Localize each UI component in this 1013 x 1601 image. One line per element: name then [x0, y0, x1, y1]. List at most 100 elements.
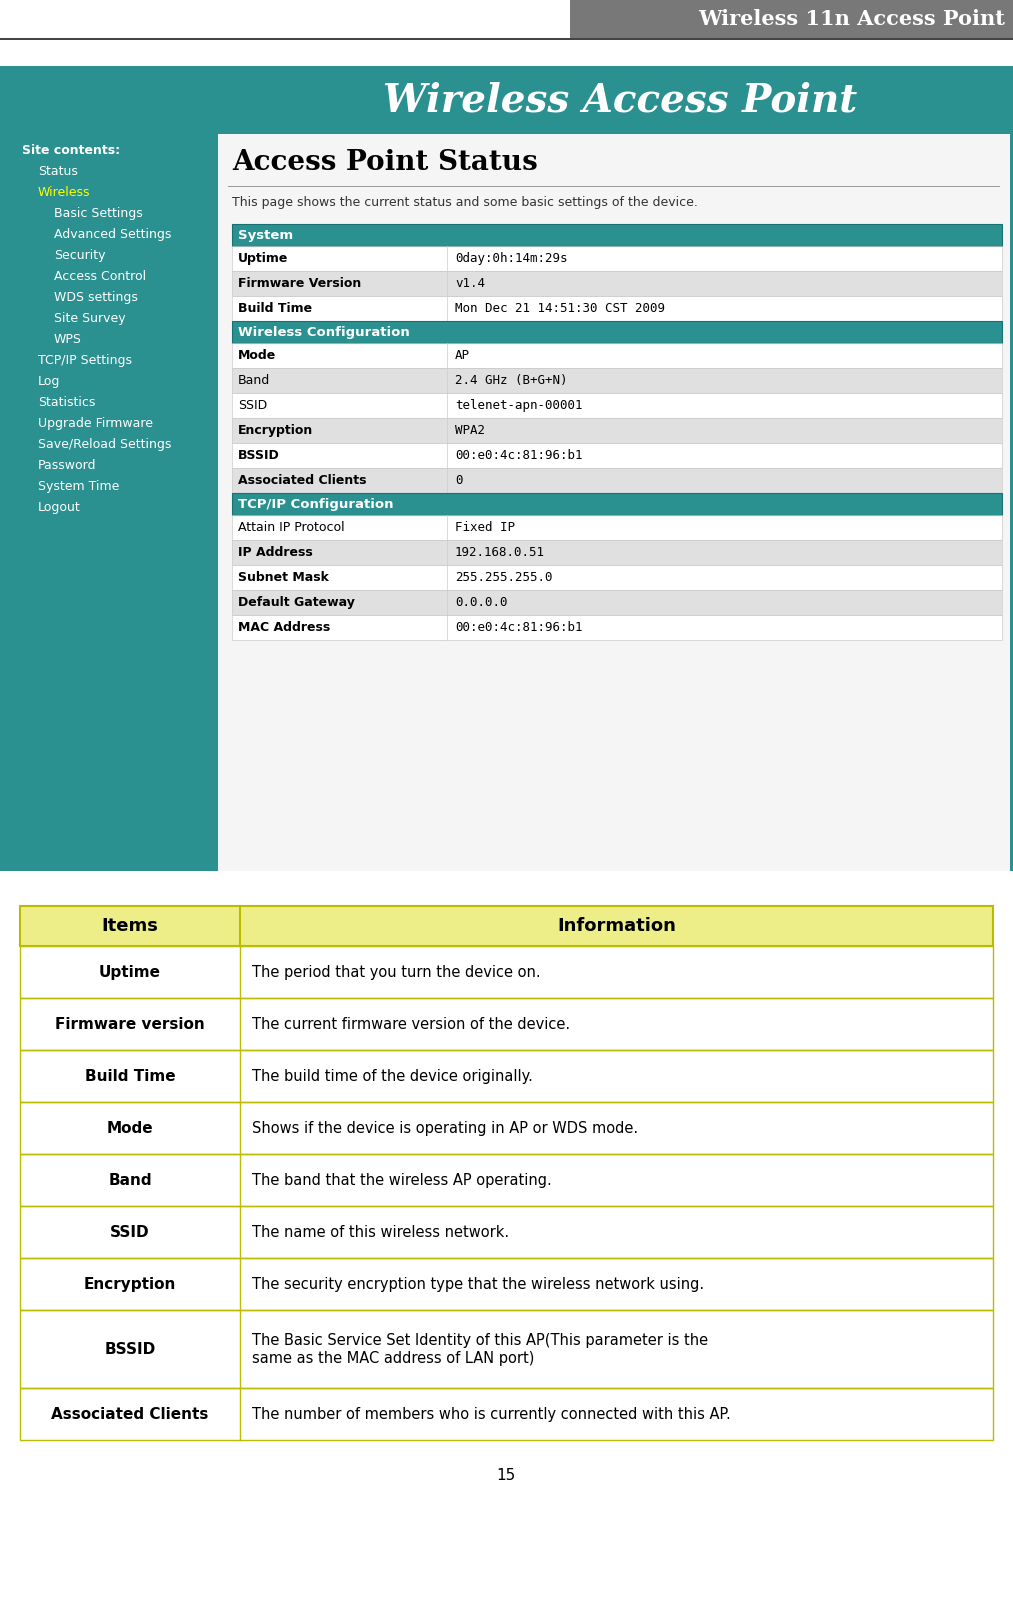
Bar [20, 1388, 993, 1439]
Text: Encryption: Encryption [238, 424, 313, 437]
Bar [232, 271, 1002, 296]
Bar [20, 1310, 993, 1388]
Text: TCP/IP Configuration: TCP/IP Configuration [238, 498, 393, 511]
Text: The band that the wireless AP operating.: The band that the wireless AP operating. [252, 1172, 552, 1188]
Text: 00:e0:4c:81:96:b1: 00:e0:4c:81:96:b1 [455, 448, 582, 463]
Text: BSSID: BSSID [104, 1342, 156, 1356]
Text: WPS: WPS [54, 333, 82, 346]
Bar [232, 343, 1002, 368]
Bar [232, 615, 1002, 640]
Bar [20, 1101, 993, 1154]
Text: 192.168.0.51: 192.168.0.51 [455, 546, 545, 559]
Text: The security encryption type that the wireless network using.: The security encryption type that the wi… [252, 1276, 704, 1292]
Text: Information: Information [557, 917, 676, 935]
Text: Log: Log [38, 375, 61, 387]
Bar [232, 467, 1002, 493]
Bar [232, 591, 1002, 615]
Text: The period that you turn the device on.: The period that you turn the device on. [252, 964, 541, 980]
Text: Subnet Mask: Subnet Mask [238, 572, 329, 584]
Bar [232, 392, 1002, 418]
Text: Default Gateway: Default Gateway [238, 596, 355, 608]
Bar [232, 368, 1002, 392]
Text: The number of members who is currently connected with this AP.: The number of members who is currently c… [252, 1407, 730, 1422]
Text: MAC Address: MAC Address [238, 621, 330, 634]
Text: WPA2: WPA2 [455, 424, 485, 437]
Bar [20, 1388, 993, 1439]
Bar [20, 1050, 993, 1101]
Text: Statistics: Statistics [38, 395, 95, 408]
Text: 00:e0:4c:81:96:b1: 00:e0:4c:81:96:b1 [455, 621, 582, 634]
Text: AP: AP [455, 349, 470, 362]
Bar [0, 66, 1013, 871]
Bar [232, 443, 1002, 467]
Text: Build Time: Build Time [238, 303, 312, 315]
Bar [232, 565, 1002, 591]
Bar [232, 368, 1002, 392]
Text: same as the MAC address of LAN port): same as the MAC address of LAN port) [252, 1351, 535, 1366]
Text: Advanced Settings: Advanced Settings [54, 227, 171, 240]
Text: Firmware Version: Firmware Version [238, 277, 362, 290]
Bar [20, 1050, 993, 1101]
Bar [232, 493, 1002, 516]
Bar [0, 66, 1013, 134]
Bar [20, 1154, 993, 1206]
Bar [232, 224, 1002, 247]
Text: Uptime: Uptime [238, 251, 289, 266]
Text: 0.0.0.0: 0.0.0.0 [455, 596, 508, 608]
Bar [220, 134, 1010, 871]
Bar [232, 247, 1002, 271]
Bar [232, 418, 1002, 443]
Text: The build time of the device originally.: The build time of the device originally. [252, 1068, 533, 1084]
Text: Wireless Access Point: Wireless Access Point [383, 82, 857, 118]
Text: Status: Status [38, 165, 78, 178]
Text: 0: 0 [455, 474, 463, 487]
Text: Logout: Logout [38, 501, 81, 514]
Text: The current firmware version of the device.: The current firmware version of the devi… [252, 1017, 570, 1031]
Bar [0, 0, 570, 38]
Bar [232, 296, 1002, 320]
Text: The Basic Service Set Identity of this AP(This parameter is the: The Basic Service Set Identity of this A… [252, 1332, 708, 1348]
Text: System: System [238, 229, 293, 242]
Bar [20, 997, 993, 1050]
Bar [232, 516, 1002, 540]
Text: Associated Clients: Associated Clients [238, 474, 367, 487]
Bar [232, 320, 1002, 343]
Text: 255.255.255.0: 255.255.255.0 [455, 572, 552, 584]
Text: Shows if the device is operating in AP or WDS mode.: Shows if the device is operating in AP o… [252, 1121, 638, 1135]
Bar [232, 540, 1002, 565]
Text: Site Survey: Site Survey [54, 312, 126, 325]
Bar [232, 615, 1002, 640]
Bar [232, 418, 1002, 443]
Bar [20, 906, 993, 946]
Text: System Time: System Time [38, 480, 120, 493]
Text: 0day:0h:14m:29s: 0day:0h:14m:29s [455, 251, 567, 266]
Text: SSID: SSID [110, 1225, 150, 1239]
Text: SSID: SSID [238, 399, 267, 411]
Bar [20, 1101, 993, 1154]
Text: Upgrade Firmware: Upgrade Firmware [38, 416, 153, 429]
Text: Site contents:: Site contents: [22, 144, 121, 157]
Text: Items: Items [101, 917, 158, 935]
Text: Attain IP Protocol: Attain IP Protocol [238, 520, 344, 535]
Bar [20, 1310, 993, 1388]
Text: Band: Band [238, 375, 270, 387]
Text: Firmware version: Firmware version [55, 1017, 205, 1031]
Text: BSSID: BSSID [238, 448, 280, 463]
Text: Band: Band [108, 1172, 152, 1188]
Text: Security: Security [54, 248, 105, 261]
Bar [0, 1439, 1013, 1601]
Bar [232, 343, 1002, 368]
Bar [232, 224, 1002, 247]
Bar [20, 1258, 993, 1310]
Bar [232, 296, 1002, 320]
Bar [232, 540, 1002, 565]
Text: Access Point Status: Access Point Status [232, 149, 538, 176]
Bar [0, 871, 1013, 906]
Bar [0, 40, 1013, 66]
Bar [232, 443, 1002, 467]
Bar [20, 1206, 993, 1258]
Bar [570, 0, 1013, 38]
Text: Basic Settings: Basic Settings [54, 207, 143, 219]
Text: Access Control: Access Control [54, 269, 146, 282]
Text: Mode: Mode [106, 1121, 153, 1135]
